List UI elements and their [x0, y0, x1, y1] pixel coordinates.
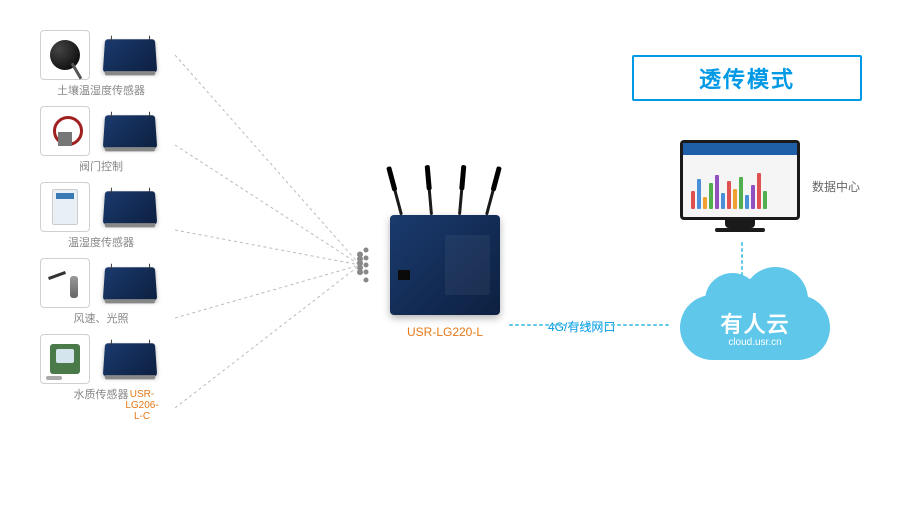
sensor-icon-box	[40, 106, 90, 156]
edge-device	[98, 338, 162, 380]
data-center: 数据中心	[680, 140, 860, 232]
antenna-icon	[485, 166, 501, 215]
temp-icon	[52, 189, 78, 225]
monitor-icon	[680, 140, 800, 232]
sensor-label: 风速、光照	[74, 310, 129, 326]
sensor-icon-box	[40, 334, 90, 384]
mode-title-text: 透传模式	[699, 62, 795, 94]
monitor-chart	[691, 169, 789, 209]
sensor-label: 温湿度传感器	[68, 234, 134, 250]
device-chip-icon	[103, 115, 157, 148]
device-chip-icon	[103, 343, 157, 376]
edge-device	[98, 110, 162, 152]
sensor-group: 土壤温湿度传感器	[40, 30, 162, 98]
valve-icon	[50, 116, 80, 146]
antenna-icon	[426, 165, 433, 215]
sensor-icon-box	[40, 182, 90, 232]
sensor-group: 风速、光照	[40, 258, 162, 326]
ethernet-port-icon	[398, 270, 410, 280]
device-chip-icon	[103, 39, 157, 72]
wind-icon	[48, 268, 82, 298]
sensor-group: 水质传感器USR-LG206-L-C	[40, 334, 162, 402]
monitor-label: 数据中心	[812, 178, 860, 195]
cloud-text: 有人云	[720, 307, 789, 339]
sensor-icon-box	[40, 258, 90, 308]
sensor-group: 温湿度传感器	[40, 182, 162, 250]
mode-title-box: 透传模式	[632, 55, 862, 101]
sensor-icon-box	[40, 30, 90, 80]
antenna-icon	[458, 165, 465, 215]
soil-icon	[50, 40, 80, 70]
device-chip-icon	[103, 267, 157, 300]
sensor-group: 阀门控制	[40, 106, 162, 174]
gateway: USR-LG220-L	[390, 215, 500, 339]
gateway-panel	[445, 235, 490, 295]
edge-device	[98, 262, 162, 304]
sensor-label: 土壤温湿度传感器	[57, 82, 145, 98]
edge-device-label: USR-LG206-L-C	[122, 389, 162, 422]
water-icon	[50, 344, 80, 374]
edge-device	[98, 34, 162, 76]
gateway-body	[390, 215, 500, 315]
cloud-subtext: cloud.usr.cn	[728, 337, 781, 348]
device-chip-icon	[103, 191, 157, 224]
sensor-label: 阀门控制	[79, 158, 123, 174]
connection-label: 4G/有线网口	[548, 318, 615, 335]
edge-device	[98, 186, 162, 228]
sensor-column: 土壤温湿度传感器阀门控制温湿度传感器风速、光照水质传感器USR-LG206-L-…	[40, 30, 162, 402]
sensor-label: 水质传感器	[74, 386, 129, 402]
gateway-label: USR-LG220-L	[407, 325, 483, 339]
antenna-icon	[387, 166, 403, 215]
cloud: ® 有人云 cloud.usr.cn	[680, 295, 830, 370]
